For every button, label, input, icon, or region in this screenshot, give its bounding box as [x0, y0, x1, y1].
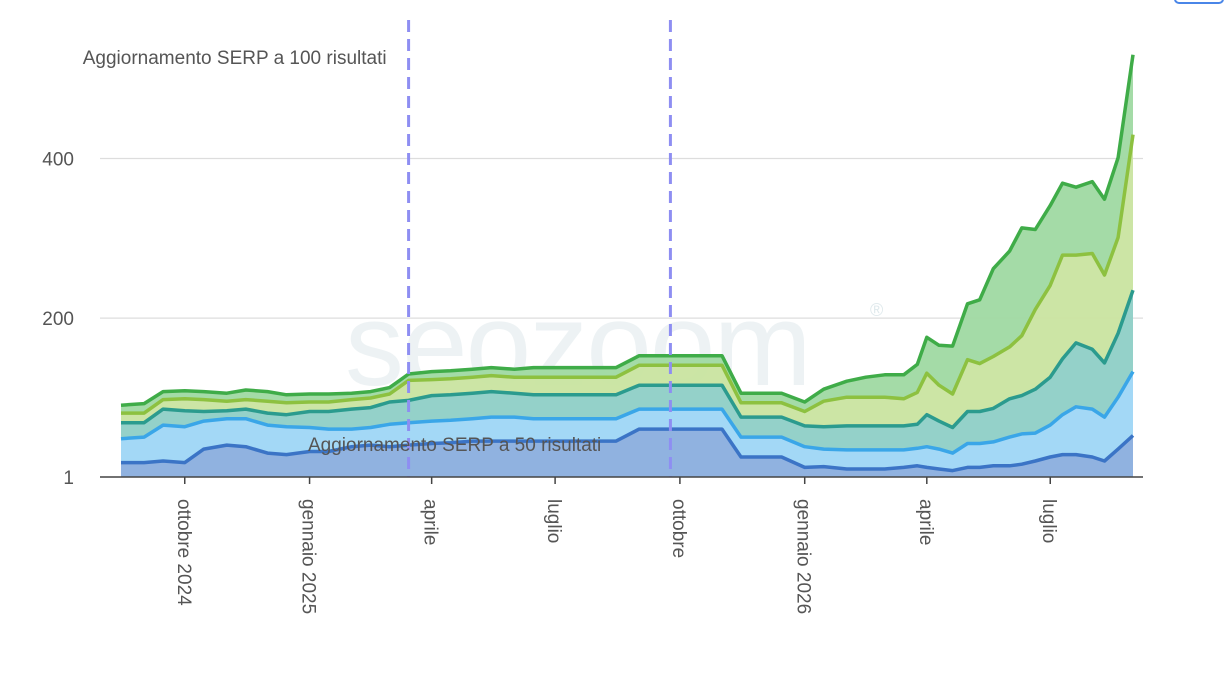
series-2-area — [121, 371, 1133, 471]
x-tick-label-7: aprile — [915, 499, 936, 545]
x-tick-label-6: gennaio 2026 — [793, 499, 814, 614]
annotation-label-1: Aggiornamento SERP a 100 risultati — [83, 48, 387, 69]
x-tick-label-2: gennaio 2025 — [298, 499, 319, 614]
series-1-area — [121, 429, 1133, 477]
series-4-line — [121, 134, 1135, 415]
y-tick-label-200: 200 — [42, 309, 74, 330]
y-tick-label-1: 1 — [63, 468, 74, 489]
x-tick-label-8: luglio — [1038, 499, 1059, 543]
series-5-line — [120, 54, 1135, 407]
annotation-label-2: Aggiornamento SERP a 50 risultati — [308, 435, 601, 456]
x-tick-label-1: ottobre 2024 — [173, 499, 194, 606]
series-2-line — [120, 370, 1135, 455]
annotations: Aggiornamento SERP a 100 risultati Aggior… — [83, 20, 672, 477]
x-tick-label-3: aprile — [420, 499, 441, 545]
axes: 1 200 400 ottobre 2024 gennaio 2025 aprile lug… — [42, 150, 1143, 614]
y-tick-label-400: 400 — [42, 150, 74, 171]
area-series — [120, 54, 1135, 477]
series-3-line — [121, 289, 1135, 430]
watermark-registered-mark: ® — [870, 300, 883, 320]
x-tick-label-5: ottobre — [668, 499, 689, 558]
series-3-area — [121, 290, 1133, 454]
series-1-line — [121, 427, 1135, 473]
x-tick-label-4: luglio — [543, 499, 564, 543]
corner-control-button[interactable] — [1174, 0, 1224, 4]
